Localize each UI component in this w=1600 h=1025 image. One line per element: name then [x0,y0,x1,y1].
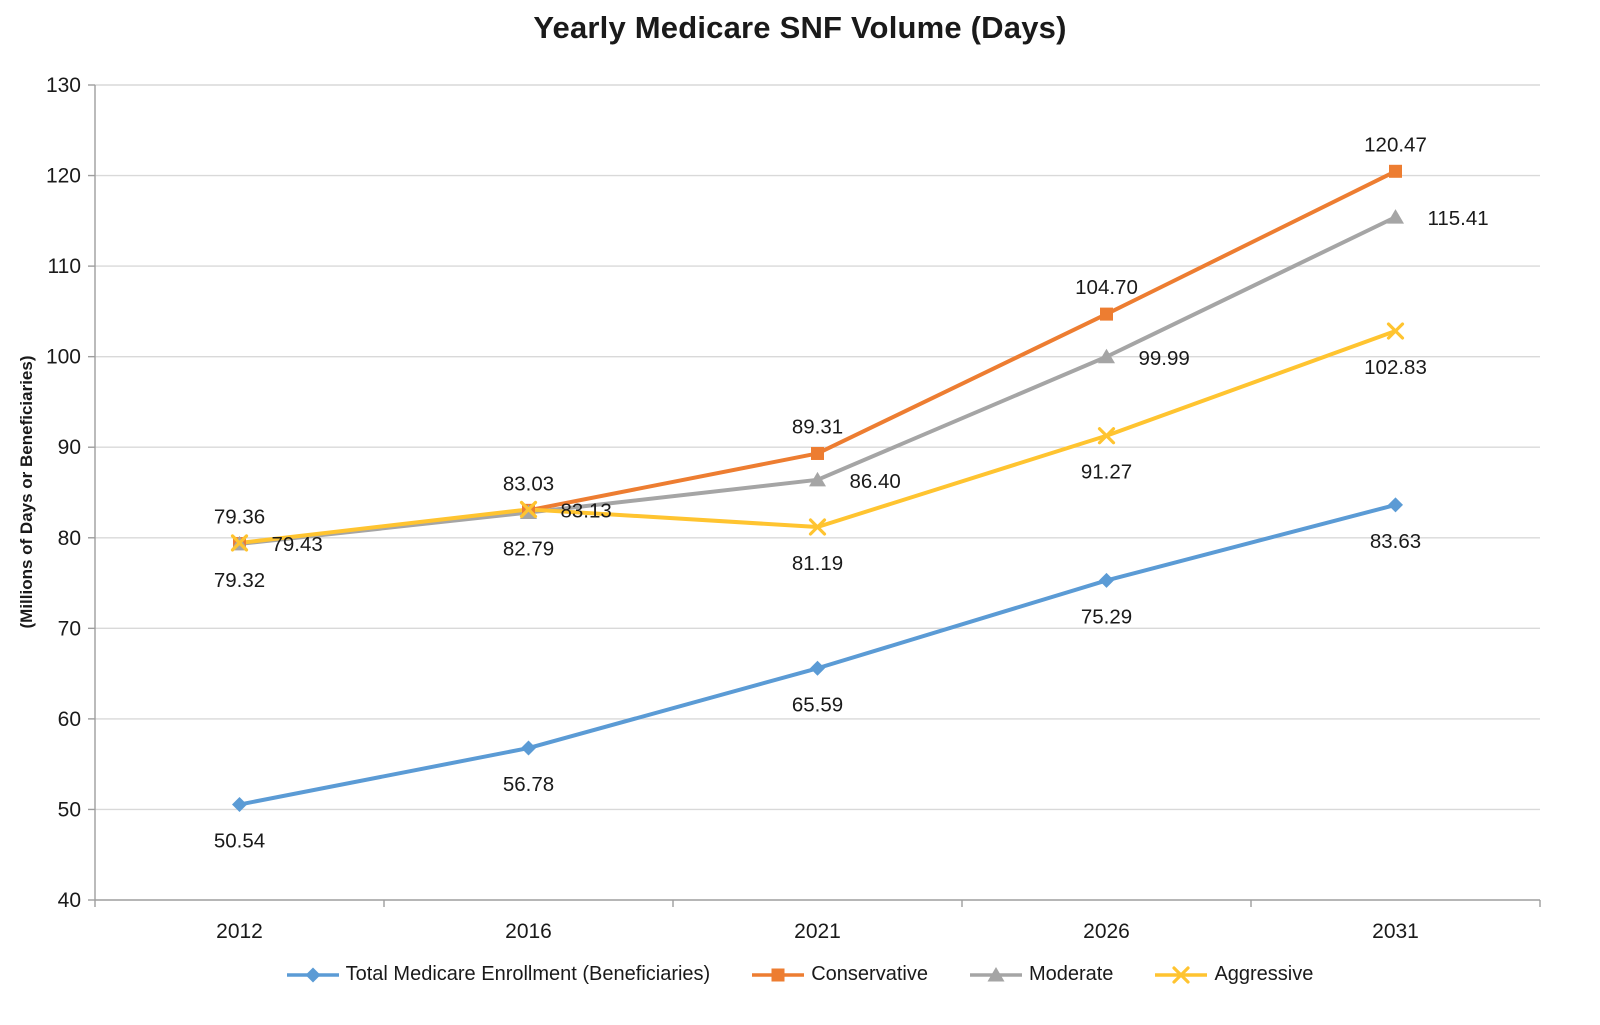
data-label-total-medicare-enrollment-beneficiaries: 83.63 [1370,530,1421,553]
x-tick-label: 2012 [216,920,263,943]
legend-label: Moderate [1028,963,1114,985]
legend-label: Aggressive [1214,963,1314,985]
square-marker-icon [771,968,785,981]
data-label-total-medicare-enrollment-beneficiaries: 65.59 [792,693,843,716]
x-marker-aggressive [230,534,249,552]
triangle-legend-icon [969,966,1022,981]
x-tick-label: 2026 [1083,920,1130,943]
data-label-conservative: 89.31 [792,415,843,438]
diamond-marker-total-medicare-enrollment-beneficiaries [810,660,825,676]
diamond-marker-icon [305,967,321,982]
y-tick-label: 40 [58,889,81,912]
data-label-aggressive: 81.19 [792,552,843,575]
diamond-marker-total-medicare-enrollment-beneficiaries [1099,572,1114,588]
x-legend-icon [1155,965,1208,984]
legend-item-aggressive: Aggressive [1155,963,1313,986]
data-label-total-medicare-enrollment-beneficiaries: 75.29 [1081,605,1132,628]
x-marker-aggressive [1386,322,1405,340]
y-tick-label: 120 [46,165,81,188]
data-label-moderate: 99.99 [1139,347,1190,370]
data-label-total-medicare-enrollment-beneficiaries: 50.54 [214,830,265,853]
y-tick-label: 80 [58,527,81,550]
x-tick-label: 2031 [1372,920,1419,943]
square-legend-icon [752,968,805,981]
data-label-aggressive: 91.27 [1081,461,1132,484]
diamond-marker-total-medicare-enrollment-beneficiaries [1388,497,1403,513]
x-marker-aggressive [1097,427,1116,445]
data-label-conservative: 120.47 [1364,133,1427,156]
square-marker-conservative [1100,307,1113,321]
series-line-total-medicare-enrollment-beneficiaries [237,502,1398,807]
x-tick-label: 2016 [505,920,552,943]
triangle-marker-icon [987,966,1005,981]
data-label-moderate: 82.79 [503,538,554,561]
legend-label: Conservative [811,963,928,985]
legend-item-conservative: Conservative [752,963,928,986]
x-marker-aggressive [808,518,827,536]
data-label-aggressive: 83.13 [561,499,612,522]
data-label-aggressive: 79.43 [272,533,323,556]
data-label-moderate: 86.40 [850,470,901,493]
y-tick-label: 50 [58,798,81,821]
data-label-aggressive: 102.83 [1364,356,1427,379]
y-tick-label: 70 [58,617,81,640]
y-tick-label: 130 [46,74,81,97]
legend-label: Total Medicare Enrollment (Beneficiaries… [345,963,711,985]
diamond-marker-total-medicare-enrollment-beneficiaries [521,740,536,756]
data-label-moderate: 79.32 [214,569,265,592]
y-tick-label: 100 [46,346,81,369]
legend-item-moderate: Moderate [969,963,1114,986]
y-tick-label: 90 [58,436,81,459]
square-marker-conservative [1389,164,1402,178]
x-marker-aggressive [519,500,538,519]
diamond-legend-icon [286,967,339,982]
y-tick-label: 110 [48,255,81,278]
data-label-moderate: 115.41 [1428,207,1489,230]
triangle-marker-moderate [1098,348,1115,364]
data-label-conservative: 83.03 [503,472,554,495]
series-line-conservative [237,169,1398,546]
data-label-conservative: 104.70 [1075,276,1138,299]
data-label-conservative: 79.36 [214,506,265,529]
chart-title: Yearly Medicare SNF Volume (Days) [533,10,1067,45]
legend-item-total-medicare-enrollment-beneficiaries: Total Medicare Enrollment (Beneficiaries… [286,963,711,986]
data-label-total-medicare-enrollment-beneficiaries: 56.78 [503,773,554,796]
x-marker-icon [1172,965,1191,984]
triangle-marker-moderate [1387,209,1404,224]
x-tick-label: 2021 [794,920,841,943]
y-tick-label: 60 [58,708,81,731]
square-marker-conservative [811,446,824,460]
chart-legend: Total Medicare Enrollment (Beneficiaries… [0,963,1600,986]
triangle-marker-moderate [809,471,826,487]
diamond-marker-total-medicare-enrollment-beneficiaries [232,797,247,813]
